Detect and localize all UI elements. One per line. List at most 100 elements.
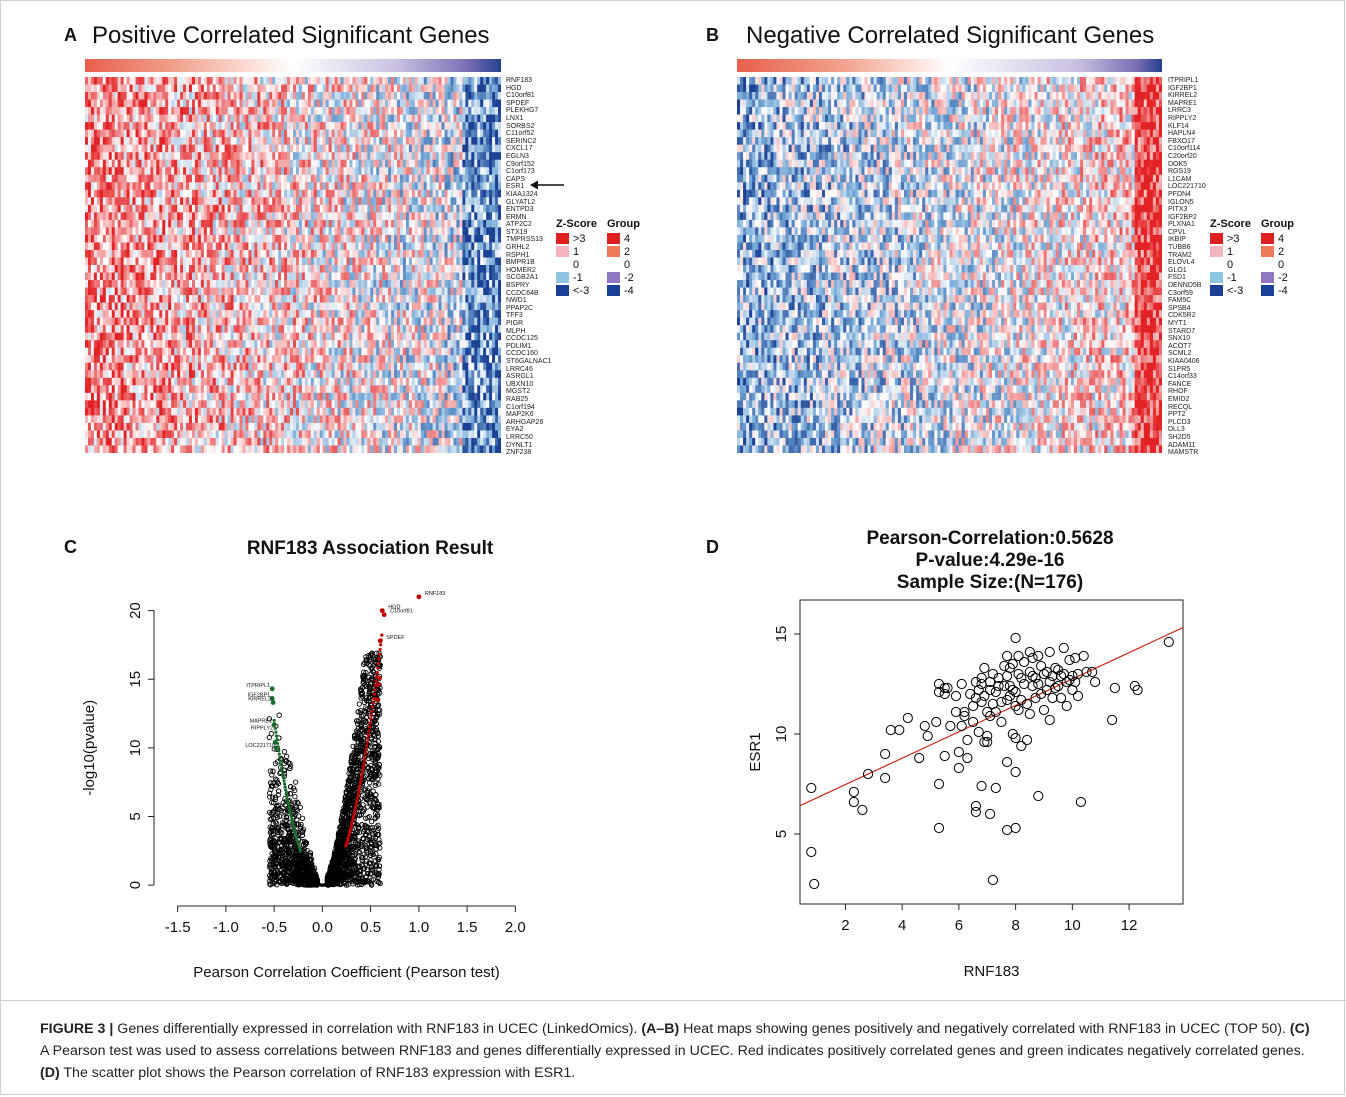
heatmap-cell	[426, 219, 430, 228]
heatmap-cell	[150, 287, 154, 296]
heatmap-cell	[242, 204, 246, 213]
heatmap-cell	[123, 137, 127, 145]
heatmap-cell	[186, 129, 190, 138]
heatmap-cell	[239, 129, 243, 138]
heatmap-cell	[477, 219, 481, 228]
heatmap-cell	[156, 340, 160, 349]
heatmap-cell	[263, 257, 267, 266]
heatmap-cell	[361, 325, 365, 333]
heatmap-cell	[186, 302, 190, 311]
heatmap-cell	[215, 204, 220, 213]
heatmap-cell	[432, 332, 436, 341]
heatmap-cell	[114, 280, 118, 288]
heatmap-cell	[242, 137, 246, 145]
heatmap-cell	[165, 84, 169, 93]
heatmap-cell	[206, 114, 211, 123]
heatmap-cell	[495, 84, 499, 93]
heatmap-cell	[129, 107, 133, 115]
heatmap-cell	[111, 114, 116, 123]
heatmap-cell	[242, 257, 246, 266]
heatmap-cell	[85, 234, 89, 243]
heatmap-cell	[87, 280, 92, 288]
heatmap-cell	[465, 92, 469, 100]
heatmap-cell	[337, 340, 341, 349]
heatmap-cell	[340, 77, 344, 85]
heatmap-cell	[325, 242, 329, 251]
heatmap-cell	[346, 159, 350, 168]
heatmap-cell	[441, 257, 445, 266]
heatmap-cell	[310, 249, 315, 258]
heatmap-cell	[180, 84, 184, 93]
heatmap-cell	[251, 332, 255, 341]
heatmap-cell	[203, 77, 208, 85]
heatmap-cell	[177, 325, 181, 333]
heatmap-cell	[334, 77, 338, 85]
heatmap-cell	[346, 84, 350, 93]
heatmap-cell	[367, 265, 371, 273]
heatmap-cell	[290, 302, 294, 311]
heatmap-cell	[85, 310, 89, 318]
heatmap-cell	[331, 280, 335, 288]
heatmap-cell	[426, 242, 430, 251]
heatmap-cell	[325, 280, 329, 288]
heatmap-cell	[328, 137, 332, 145]
heatmap-cell	[370, 234, 374, 243]
heatmap-cell	[465, 227, 469, 236]
heatmap-cell	[215, 84, 220, 93]
heatmap-cell	[394, 227, 398, 236]
heatmap-cell	[453, 204, 457, 213]
heatmap-cell	[337, 174, 341, 183]
heatmap-cell	[304, 310, 309, 318]
heatmap-cell	[206, 77, 211, 85]
heatmap-cell	[319, 265, 324, 273]
heatmap-cell	[453, 159, 457, 168]
heatmap-cell	[429, 219, 433, 228]
heatmap-cell	[346, 340, 350, 349]
heatmap-cell	[224, 174, 228, 183]
heatmap-cell	[423, 144, 428, 153]
heatmap-cell	[423, 152, 428, 161]
heatmap-cell	[447, 302, 451, 311]
heatmap-cell	[165, 92, 169, 100]
heatmap-cell	[227, 325, 231, 333]
heatmap-cell	[239, 159, 243, 168]
heatmap-cell	[102, 129, 107, 138]
heatmap-cell	[477, 99, 481, 108]
heatmap-cell	[165, 197, 169, 206]
heatmap-cell	[153, 234, 157, 243]
heatmap-cell	[453, 122, 457, 130]
heatmap-cell	[203, 122, 208, 130]
heatmap-cell	[397, 197, 401, 206]
heatmap-cell	[385, 325, 389, 333]
heatmap-cell	[355, 114, 359, 123]
heatmap-cell	[102, 317, 107, 326]
heatmap-cell	[435, 227, 439, 236]
heatmap-cell	[352, 99, 356, 108]
heatmap-cell	[263, 137, 267, 145]
heatmap-cell	[435, 287, 439, 296]
heatmap-cell	[85, 189, 89, 198]
heatmap-cell	[358, 129, 362, 138]
heatmap-cell	[346, 204, 350, 213]
heatmap-cell	[233, 257, 237, 266]
heatmap-cell	[343, 302, 347, 311]
heatmap-cell	[388, 114, 392, 123]
heatmap-cell	[358, 174, 362, 183]
heatmap-cell	[441, 332, 445, 341]
heatmap-cell	[108, 287, 113, 296]
heatmap-cell	[293, 129, 297, 138]
heatmap-cell	[129, 197, 133, 206]
heatmap-cell	[465, 204, 469, 213]
heatmap-cell	[147, 152, 151, 161]
heatmap-cell	[200, 325, 205, 333]
heatmap-cell	[429, 92, 433, 100]
heatmap-cell	[227, 265, 231, 273]
heatmap-cell	[337, 99, 341, 108]
heatmap-cell	[301, 197, 306, 206]
heatmap-cell	[85, 107, 89, 115]
heatmap-cell	[376, 122, 380, 130]
heatmap-cell	[236, 212, 240, 221]
heatmap-cell	[212, 219, 217, 228]
heatmap-cell	[447, 174, 451, 183]
heatmap-cell	[132, 122, 136, 130]
